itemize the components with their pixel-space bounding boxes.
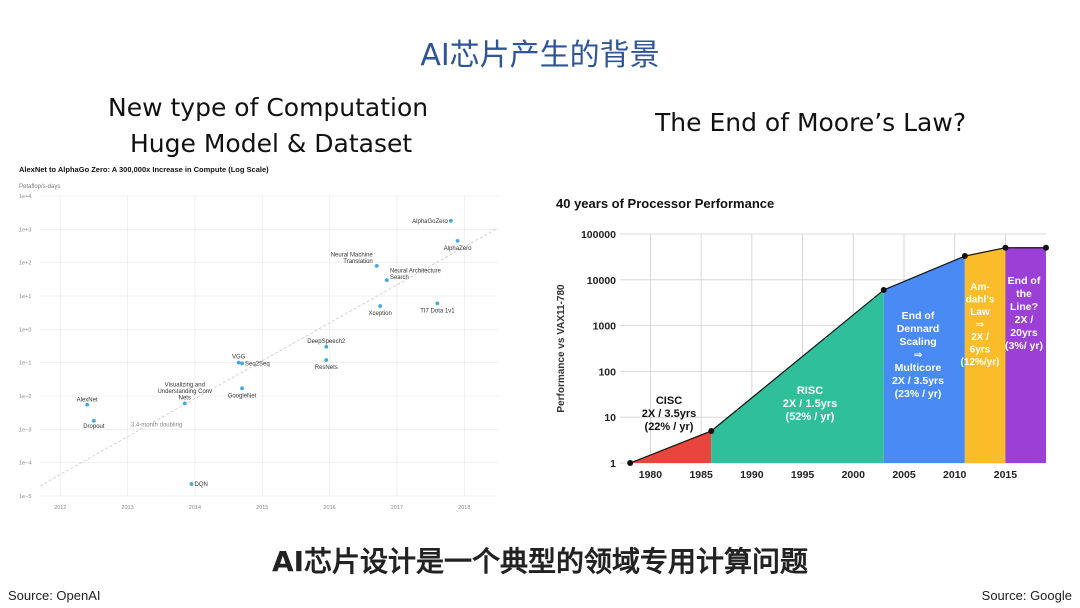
performance-point [627, 460, 634, 466]
left-chart-title: AlexNet to AlphaGo Zero: A 300,000x Incr… [19, 165, 269, 174]
left-x-tick-label: 2016 [323, 505, 335, 511]
point-label-dqn: DQN [195, 482, 208, 488]
left-x-tick-label: 2015 [256, 505, 268, 511]
point-xception [378, 304, 383, 308]
left-y-tick-label: 1e+2 [19, 261, 31, 267]
point-alphazero [455, 238, 460, 243]
point-label-alexnet: AlexNet [77, 398, 98, 404]
segment-end-of-dennard-scaling [883, 256, 965, 463]
left-y-tick-label: 1e+1 [19, 294, 31, 300]
right-y-tick-label: 100000 [581, 229, 616, 241]
point-label-googlenet: GoogleNet [228, 393, 257, 399]
left-y-tick-label: 1e−1 [19, 361, 31, 367]
left-x-tick-label: 2012 [54, 505, 66, 511]
slide-title: AI芯片产生的背景 [420, 38, 660, 73]
point-ti7-dota-1v1 [435, 301, 440, 306]
right-chart-title: 40 years of Processor Performance [556, 196, 774, 211]
left-y-tick-label: 1e−2 [19, 394, 31, 400]
right-x-tick-label: 2015 [994, 469, 1018, 481]
point-dqn [189, 482, 194, 486]
performance-point [961, 253, 968, 260]
point-alexnet [85, 402, 90, 407]
point-neural-architecture-search [384, 278, 389, 282]
right-y-tick-label: 10000 [587, 275, 616, 287]
left-x-tick-label: 2018 [458, 505, 470, 511]
right-x-tick-label: 2000 [842, 469, 866, 481]
point-neural-machine-translation [374, 263, 379, 268]
right-y-tick-label: 100 [598, 366, 616, 378]
point-label-resnets: ResNets [315, 365, 338, 371]
performance-point [880, 286, 887, 293]
segment-end-of-the-line [1005, 247, 1046, 463]
left-y-tick-label: 1e+3 [19, 227, 31, 233]
left-x-tick-label: 2013 [121, 505, 133, 511]
point-vgg [236, 360, 241, 365]
right-x-tick-label: 2010 [943, 469, 967, 481]
left-heading-line1: New type of Computation [108, 93, 429, 122]
left-heading-line2: Huge Model & Dataset [130, 129, 413, 158]
right-x-tick-label: 1985 [689, 469, 713, 481]
point-dropout [91, 418, 96, 423]
right-y-tick-label: 10 [604, 412, 616, 424]
trend-label: 3.4-month doubling [131, 423, 182, 429]
trend-line [39, 227, 499, 487]
point-label-alphagozero: AlphaGoZero [412, 219, 448, 225]
point-label-seq2seq: Seq2Seq [245, 361, 270, 367]
left-y-tick-label: 1e−4 [19, 461, 31, 467]
segment-label-end-of-dennard-scaling: End of Dennard Scaling ⇒ Multicore 2X / 3.5yr… [892, 310, 944, 400]
point-label-neural-machine-translation: Neural Machine Translation [331, 252, 374, 265]
point-label-visualizing-and-understanding-conv-nets: Visualizing and Understanding Conv Nets [157, 382, 212, 401]
left-y-tick-label: 1e+4 [19, 194, 31, 200]
footer-title: AI芯片设计是一个典型的领域专用计算问题 [271, 545, 809, 578]
point-visualizing-and-understanding-conv-nets [182, 401, 187, 406]
point-label-ti7-dota-1v1: TI7 Dota 1v1 [420, 308, 455, 314]
point-label-alphazero: AlphaZero [444, 246, 472, 252]
segment-label-cisc: CISC 2X / 3.5yrs (22% / yr) [642, 395, 696, 433]
left-x-tick-label: 2014 [189, 505, 201, 511]
right-heading: The End of Moore’s Law? [655, 108, 967, 137]
right-y-tick-label: 1 [610, 458, 616, 470]
right-y-tick-label: 1000 [593, 321, 617, 333]
compute-scatter-chart: AlexNet to AlphaGo Zero: A 300,000x Incr… [19, 165, 499, 511]
performance-point [1002, 244, 1009, 251]
left-y-tick-label: 1e−5 [19, 494, 31, 500]
processor-performance-chart: 40 years of Processor Performance Perform… [556, 196, 1049, 481]
segment-label-end-of-the-line: End of the Line? 2X /20yrs (3%/ yr) [1005, 275, 1043, 352]
right-x-tick-label: 2005 [892, 469, 916, 481]
segment-amdahl-s-law [964, 247, 1006, 463]
point-label-vgg: VGG [232, 355, 246, 361]
performance-point [1043, 244, 1049, 251]
left-x-tick-label: 2017 [391, 505, 403, 511]
left-y-tick-label: 1e−3 [19, 427, 31, 433]
point-seq2seq [240, 361, 244, 366]
segment-risc [711, 289, 884, 463]
right-x-tick-label: 1995 [791, 469, 815, 481]
source-right: Source: Google [981, 588, 1072, 603]
point-label-xception: Xception [368, 311, 391, 317]
left-chart-ylabel: Petaflop/s-days [19, 184, 60, 190]
right-chart-ylabel: Performance vs VAX11-780 [556, 284, 567, 413]
point-label-dropout: Dropout [83, 424, 105, 430]
performance-point [708, 427, 715, 434]
segment-label-amdahl-s-law: Am-dahl’s Law ⇒ 2X /6yrs (12%/yr) [961, 282, 1000, 368]
point-googlenet [240, 386, 244, 391]
point-resnets [324, 358, 329, 362]
source-left: Source: OpenAI [8, 588, 101, 603]
point-label-deepspeech2: DeepSpeech2 [307, 339, 346, 345]
performance-line [629, 247, 1046, 464]
point-deepspeech2 [324, 344, 329, 349]
right-x-tick-label: 1980 [639, 469, 663, 481]
segment-label-risc: RISC 2X / 1.5yrs (52% / yr) [783, 385, 837, 423]
left-y-tick-label: 1e+0 [19, 327, 31, 333]
point-label-neural-architecture-search: Neural Architecture Search [390, 269, 442, 282]
right-x-tick-label: 1990 [740, 469, 764, 481]
point-alphagozero [448, 218, 453, 223]
